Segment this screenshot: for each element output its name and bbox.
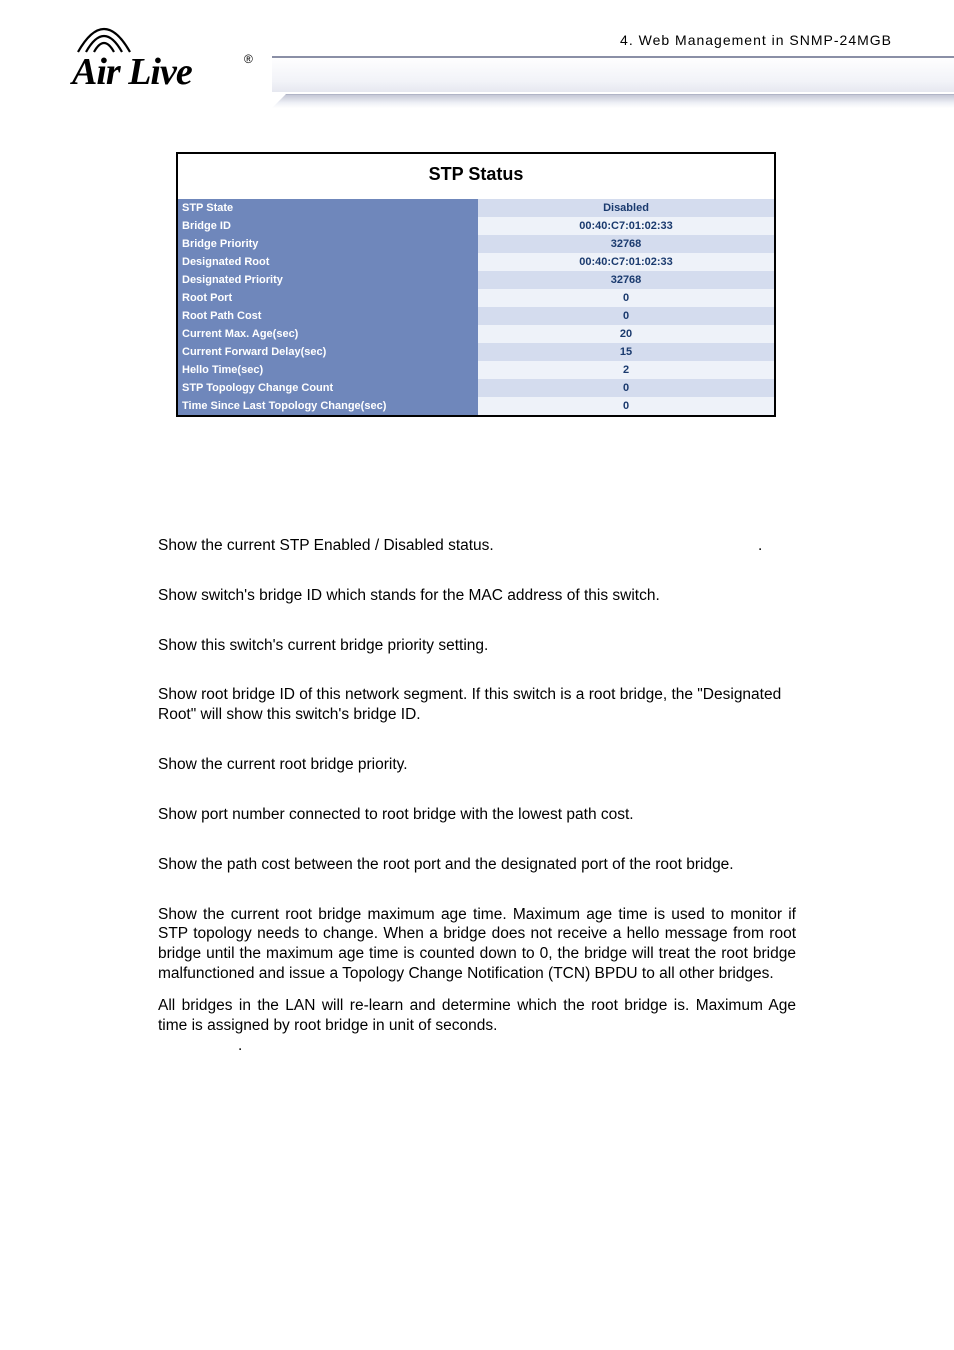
body-text: Show the current STP Enabled / Disabled … [158,536,796,1085]
paragraph: Show the current root bridge priority. [158,755,796,775]
breadcrumb: 4. Web Management in SNMP-24MGB [620,32,892,48]
table-row: Current Forward Delay(sec)15 [178,343,774,361]
row-value: 20 [478,325,774,343]
paragraph: Show this switch's current bridge priori… [158,636,796,656]
row-value: 32768 [478,235,774,253]
row-value: 0 [478,289,774,307]
table-body: STP StateDisabled Bridge ID00:40:C7:01:0… [178,199,774,415]
paragraph: Show switch's bridge ID which stands for… [158,586,796,606]
row-value: Disabled [478,199,774,217]
table-row: Current Max. Age(sec)20 [178,325,774,343]
row-label: STP State [178,199,478,217]
logo-text: Air Live [72,50,192,94]
row-value: 2 [478,361,774,379]
row-value: 0 [478,379,774,397]
row-label: Designated Priority [178,271,478,289]
divider-shadow [272,94,954,108]
table-row: Designated Priority32768 [178,271,774,289]
row-label: Root Port [178,289,478,307]
header-divider [272,56,954,106]
row-label: Bridge Priority [178,235,478,253]
row-label: Root Path Cost [178,307,478,325]
table-row: Root Port0 [178,289,774,307]
paragraph: Show port number connected to root bridg… [158,805,796,825]
row-label: Current Max. Age(sec) [178,325,478,343]
table-row: STP StateDisabled [178,199,774,217]
table-title: STP Status [178,154,774,199]
paragraph: All bridges in the LAN will re-learn and… [158,996,796,1036]
row-value: 0 [478,307,774,325]
paragraph: Show the current STP Enabled / Disabled … [158,536,796,556]
trailing-dot: . [238,1036,242,1056]
row-value: 00:40:C7:01:02:33 [478,253,774,271]
row-label: Bridge ID [178,217,478,235]
table-row: Bridge ID00:40:C7:01:02:33 [178,217,774,235]
brand-logo: Air Live ® [72,22,252,92]
row-value: 15 [478,343,774,361]
paragraph-text: All bridges in the LAN will re-learn and… [158,997,796,1034]
stp-status-table: STP Status STP StateDisabled Bridge ID00… [176,152,776,417]
row-label: STP Topology Change Count [178,379,478,397]
row-value: 32768 [478,271,774,289]
table-row: Designated Root00:40:C7:01:02:33 [178,253,774,271]
trailing-dot: . [758,536,762,556]
paragraph-text: Show the current STP Enabled / Disabled … [158,537,494,554]
page: Air Live ® 4. Web Management in SNMP-24M… [0,0,954,1350]
row-value: 00:40:C7:01:02:33 [478,217,774,235]
table-row: Root Path Cost0 [178,307,774,325]
trailing-dot-line: . [158,1036,796,1056]
paragraph: Show the current root bridge maximum age… [158,905,796,984]
table-row: STP Topology Change Count0 [178,379,774,397]
row-label: Current Forward Delay(sec) [178,343,478,361]
row-label: Designated Root [178,253,478,271]
logo-text-span: Air Live [72,51,192,93]
paragraph: Show the path cost between the root port… [158,855,796,875]
row-label: Hello Time(sec) [178,361,478,379]
table-row: Bridge Priority32768 [178,235,774,253]
logo-registered-icon: ® [244,52,253,66]
paragraph: Show root bridge ID of this network segm… [158,685,796,725]
divider-line [272,56,954,58]
table-row: Hello Time(sec)2 [178,361,774,379]
row-value: 0 [478,397,774,415]
row-label: Time Since Last Topology Change(sec) [178,397,478,415]
table-row: Time Since Last Topology Change(sec)0 [178,397,774,415]
